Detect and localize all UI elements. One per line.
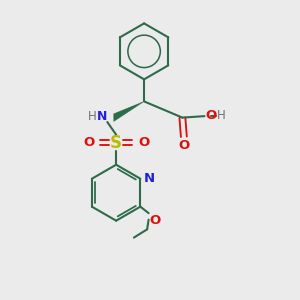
Text: O: O — [138, 136, 149, 149]
Text: O: O — [178, 139, 190, 152]
Text: N: N — [144, 172, 155, 185]
Text: O: O — [83, 136, 94, 149]
Text: N: N — [97, 110, 107, 123]
Text: O: O — [149, 214, 160, 227]
Polygon shape — [114, 101, 144, 122]
Text: S: S — [110, 134, 122, 152]
Text: O: O — [205, 109, 216, 122]
Text: H: H — [217, 109, 226, 122]
Text: H: H — [88, 110, 97, 123]
